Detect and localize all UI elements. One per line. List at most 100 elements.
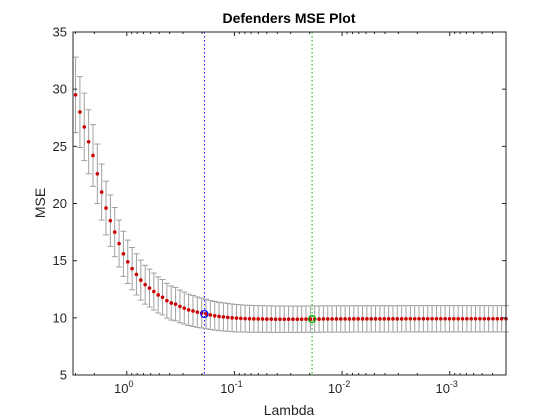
data-point bbox=[378, 317, 382, 321]
x-axis-label: Lambda bbox=[264, 402, 315, 418]
chart-title: Defenders MSE Plot bbox=[222, 10, 355, 26]
x-tick-label: 10-2 bbox=[328, 379, 350, 396]
data-point bbox=[321, 317, 326, 321]
data-point bbox=[456, 316, 460, 321]
data-point bbox=[217, 314, 221, 319]
data-point bbox=[434, 316, 439, 321]
data-point bbox=[469, 316, 474, 321]
data-point bbox=[386, 317, 391, 321]
data-point bbox=[352, 317, 356, 321]
data-point bbox=[186, 308, 191, 312]
data-point bbox=[399, 317, 404, 321]
data-point bbox=[125, 260, 130, 264]
data-point bbox=[182, 306, 187, 310]
data-point bbox=[356, 317, 360, 321]
data-point bbox=[421, 316, 426, 321]
data-point bbox=[338, 317, 343, 321]
data-point bbox=[165, 298, 169, 303]
data-point bbox=[117, 241, 121, 246]
data-point bbox=[138, 278, 143, 282]
data-point bbox=[486, 316, 491, 321]
data-point bbox=[99, 190, 104, 194]
data-point bbox=[452, 316, 456, 321]
x-tick-label: 10-3 bbox=[435, 379, 457, 396]
data-point bbox=[73, 93, 78, 97]
data-point bbox=[365, 317, 369, 321]
data-point bbox=[230, 316, 234, 320]
data-point bbox=[465, 316, 469, 321]
y-tick-label: 30 bbox=[53, 82, 67, 97]
y-tick-label: 20 bbox=[53, 196, 67, 211]
data-point bbox=[299, 317, 304, 322]
data-point bbox=[238, 316, 243, 321]
data-point bbox=[347, 317, 352, 321]
data-point bbox=[473, 316, 478, 321]
data-point bbox=[78, 110, 82, 114]
data-point bbox=[256, 317, 260, 321]
data-point bbox=[460, 316, 465, 321]
data-point bbox=[104, 206, 108, 210]
data-point bbox=[404, 316, 408, 321]
reference-marker-2 bbox=[307, 314, 317, 324]
data-point bbox=[308, 317, 313, 321]
y-tick-label: 35 bbox=[53, 25, 67, 40]
data-point bbox=[260, 317, 265, 321]
data-point bbox=[147, 286, 152, 290]
y-tick-label: 10 bbox=[53, 310, 67, 325]
data-point bbox=[152, 289, 156, 294]
plot-area bbox=[72, 32, 509, 375]
y-tick-label: 5 bbox=[60, 368, 67, 383]
data-point bbox=[212, 313, 217, 318]
data-point bbox=[391, 317, 395, 321]
data-point bbox=[360, 317, 365, 321]
data-point bbox=[178, 304, 182, 309]
data-point bbox=[169, 301, 174, 305]
data-point bbox=[282, 317, 287, 322]
data-point bbox=[160, 295, 165, 300]
data-point bbox=[325, 317, 330, 321]
data-point bbox=[295, 317, 300, 322]
data-point bbox=[408, 316, 413, 321]
data-point bbox=[286, 317, 291, 322]
data-point bbox=[412, 316, 417, 321]
x-tick-label: 10-1 bbox=[220, 379, 242, 396]
data-point bbox=[265, 317, 269, 321]
data-point bbox=[221, 315, 226, 319]
data-point bbox=[478, 316, 482, 321]
data-point bbox=[317, 317, 321, 321]
data-point bbox=[86, 139, 91, 144]
data-point bbox=[269, 317, 274, 321]
data-point bbox=[121, 252, 126, 256]
reference-marker-1 bbox=[200, 309, 209, 319]
data-point bbox=[343, 317, 347, 321]
data-point bbox=[291, 317, 295, 322]
data-point bbox=[425, 316, 430, 321]
data-point bbox=[82, 125, 87, 129]
data-point bbox=[112, 230, 117, 234]
data-point bbox=[208, 313, 213, 317]
data-point bbox=[195, 310, 200, 314]
data-point bbox=[243, 316, 247, 321]
data-point bbox=[225, 315, 230, 320]
y-tick-label: 25 bbox=[53, 139, 67, 154]
data-point bbox=[395, 317, 400, 321]
x-tick-label: 100 bbox=[114, 379, 133, 396]
data-point bbox=[482, 316, 487, 321]
data-point bbox=[491, 316, 495, 321]
data-point bbox=[247, 316, 252, 321]
data-point bbox=[443, 316, 447, 321]
data-point bbox=[108, 218, 113, 223]
data-point bbox=[382, 317, 387, 321]
data-point bbox=[438, 316, 443, 321]
data-point bbox=[95, 171, 100, 176]
data-point bbox=[130, 266, 134, 271]
data-point bbox=[373, 317, 378, 321]
data-point bbox=[234, 316, 239, 320]
data-point bbox=[91, 153, 95, 158]
data-point bbox=[417, 316, 421, 321]
data-point bbox=[134, 272, 139, 277]
data-point bbox=[304, 317, 308, 321]
data-point bbox=[334, 317, 339, 321]
data-point bbox=[143, 282, 147, 287]
